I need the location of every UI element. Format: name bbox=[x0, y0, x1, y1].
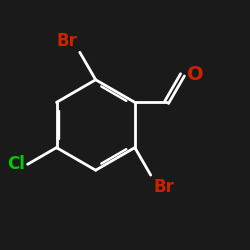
Text: Br: Br bbox=[56, 32, 77, 50]
Text: Cl: Cl bbox=[7, 155, 25, 173]
Text: O: O bbox=[188, 65, 204, 84]
Text: Br: Br bbox=[153, 178, 174, 196]
